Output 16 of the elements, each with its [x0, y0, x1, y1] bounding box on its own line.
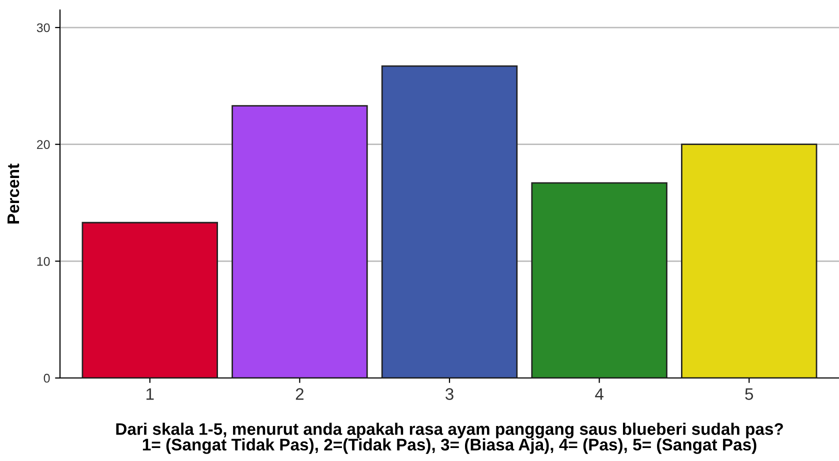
y-tick-label: 30	[36, 23, 50, 32]
bar	[82, 222, 218, 378]
x-axis-title: Dari skala 1-5, menurut anda apakah rasa ayam panggang saus blueberi sudah pas? 1= (Sangat Tidak Pas), 2=(Tidak Pas), 3= (Biasa Aja), 4= (Pas), 5= (Sangat Pas)	[116, 422, 783, 454]
x-tick-label: 5	[745, 388, 754, 400]
bar	[681, 144, 818, 378]
bar	[531, 182, 668, 378]
bar	[381, 65, 518, 378]
x-tick-label: 1	[146, 388, 154, 400]
y-tick-label: 0	[44, 374, 50, 383]
x-tick-label: 2	[296, 388, 304, 400]
y-tick-label: 20	[37, 140, 50, 149]
x-tick-label: 4	[595, 388, 604, 400]
x-tick-label: 3	[446, 388, 454, 400]
bar	[232, 105, 368, 378]
y-tick-label: 10	[37, 256, 50, 266]
y-axis-title: Percent	[8, 164, 20, 224]
